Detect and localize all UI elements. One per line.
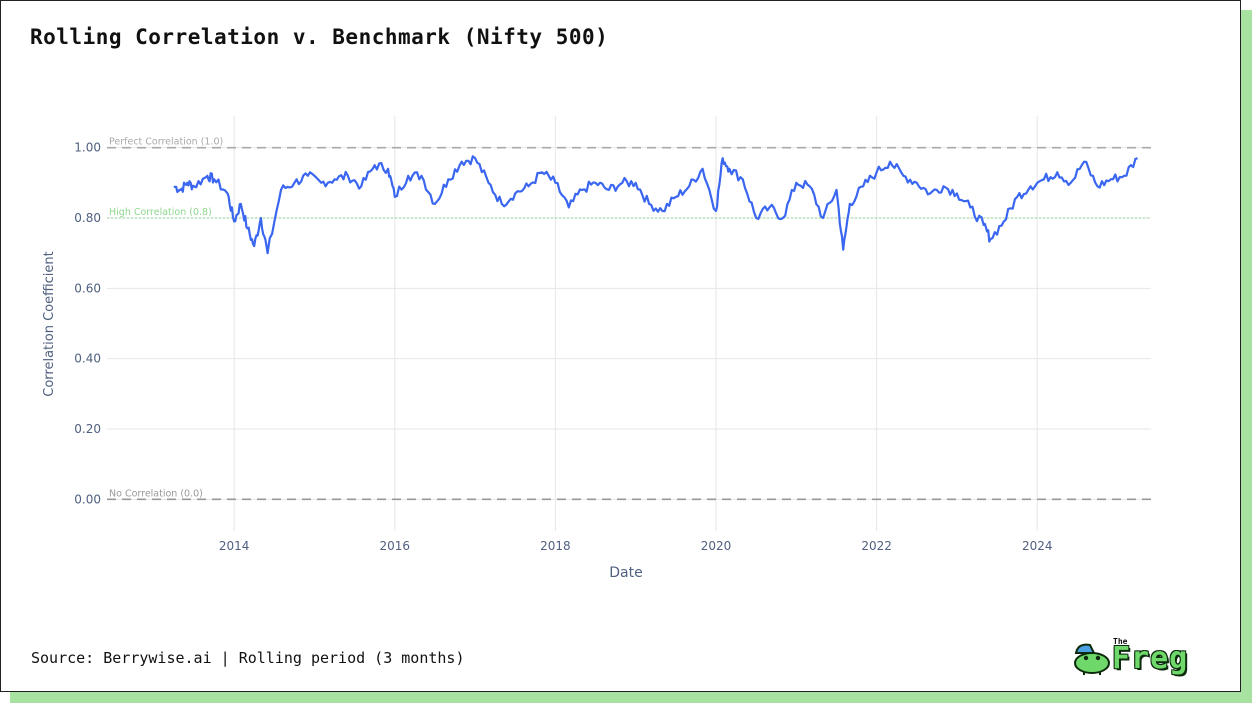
chart-title: Rolling Correlation v. Benchmark (Nifty … — [30, 25, 609, 49]
y-tick-label: 0.00 — [74, 492, 101, 506]
y-tick-label: 0.20 — [74, 422, 101, 436]
grid — [107, 116, 1151, 531]
y-tick-label: 1.00 — [74, 141, 101, 155]
correlation-series-line — [173, 155, 1138, 255]
line-chart: Perfect Correlation (1.0) High Correlatio… — [42, 116, 1151, 581]
logo-wordmark: Freg — [1112, 641, 1189, 676]
y-tick-label: 0.60 — [74, 281, 101, 295]
x-tick-label: 2022 — [861, 539, 892, 553]
x-tick-label: 2016 — [379, 539, 410, 553]
axes: 2014 2016 2018 2020 2022 2024 0.00 0.20 0.40 0.60… — [74, 141, 1052, 553]
y-tick-label: 0.40 — [74, 352, 101, 366]
source-note: Source: Berrywise.ai | Rolling period (3… — [31, 649, 465, 667]
x-tick-label: 2020 — [701, 539, 732, 553]
y-axis-title: Correlation Coefficient — [42, 251, 57, 397]
x-axis-title: Date — [609, 565, 642, 581]
x-tick-label: 2018 — [540, 539, 571, 553]
chart-card: Rolling Correlation v. Benchmark (Nifty … — [0, 0, 1241, 692]
reference-line-label: Perfect Correlation (1.0) — [109, 137, 223, 148]
reference-line-label: High Correlation (0.8) — [109, 207, 212, 218]
x-tick-label: 2014 — [219, 539, 250, 553]
x-tick-label: 2024 — [1022, 539, 1053, 553]
reference-line-label: No Correlation (0.0) — [109, 488, 203, 499]
y-tick-label: 0.80 — [74, 211, 101, 225]
frog-mascot-icon — [1074, 643, 1110, 675]
logo-the-text: The — [1113, 637, 1128, 646]
reference-lines: Perfect Correlation (1.0) High Correlatio… — [107, 137, 1151, 501]
freg-logo: The Freg — [1072, 637, 1217, 679]
